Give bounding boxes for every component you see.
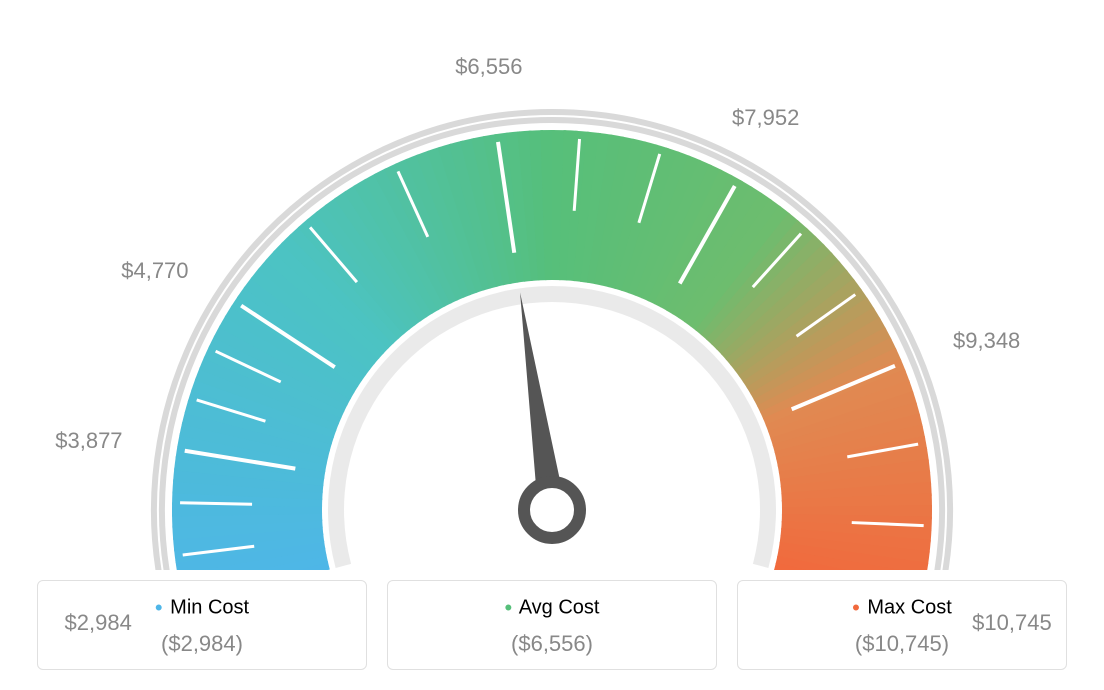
gauge-tick-label: $7,952 [732,105,799,131]
gauge-tick-label: $6,556 [455,54,522,80]
gauge-tick-label: $4,770 [121,258,188,284]
gauge-tick-label: $9,348 [953,328,1020,354]
legend-title-min-text: Min Cost [170,596,249,618]
legend-value-min: ($2,984) [46,631,358,657]
legend-title-max-text: Max Cost [867,596,951,618]
chart-container: $2,984$3,877$4,770$6,556$7,952$9,348$10,… [0,0,1104,690]
legend-title-max: • Max Cost [746,595,1058,621]
legend-box-avg: • Avg Cost ($6,556) [387,580,717,670]
legend-title-avg-text: Avg Cost [519,596,600,618]
legend-value-avg: ($6,556) [396,631,708,657]
legend-box-min: • Min Cost ($2,984) [37,580,367,670]
legend-box-max: • Max Cost ($10,745) [737,580,1067,670]
legend-value-max: ($10,745) [746,631,1058,657]
legend-dot-avg: • [505,595,513,620]
gauge-tick-label: $3,877 [55,428,122,454]
legend-dot-min: • [155,595,163,620]
legend-row: • Min Cost ($2,984) • Avg Cost ($6,556) … [0,580,1104,670]
legend-dot-max: • [852,595,860,620]
legend-title-avg: • Avg Cost [396,595,708,621]
legend-title-min: • Min Cost [46,595,358,621]
gauge-area: $2,984$3,877$4,770$6,556$7,952$9,348$10,… [0,0,1104,560]
gauge-svg [102,50,1002,570]
